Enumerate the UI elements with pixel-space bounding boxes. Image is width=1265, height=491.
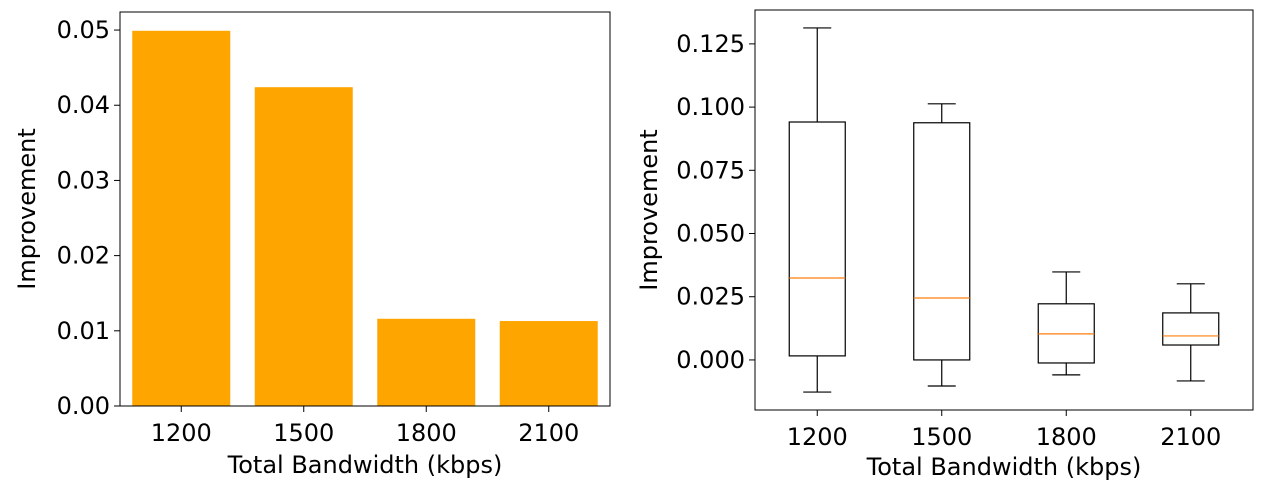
x-tick-label: 2100 bbox=[1160, 423, 1221, 451]
x-tick-label: 1200 bbox=[787, 423, 848, 451]
box-1800 bbox=[1037, 271, 1095, 376]
y-tick-label: 0.02 bbox=[57, 242, 110, 270]
y-tick-label: 0.00 bbox=[57, 392, 110, 420]
x-tick-label: 1800 bbox=[396, 419, 457, 447]
y-tick-label: 0.125 bbox=[676, 30, 745, 58]
iqr-box bbox=[1162, 312, 1220, 346]
x-tick-label: 1500 bbox=[273, 419, 334, 447]
y-tick-label: 0.03 bbox=[57, 166, 110, 194]
x-tick-label: 1500 bbox=[911, 423, 972, 451]
y-tick-label: 0.025 bbox=[676, 283, 745, 311]
y-tick-label: 0.075 bbox=[676, 156, 745, 184]
bar-2100 bbox=[499, 321, 598, 406]
x-tick-label: 1200 bbox=[151, 419, 212, 447]
bar-1800 bbox=[377, 318, 476, 406]
box-1500 bbox=[913, 103, 971, 387]
y-tick-label: 0.04 bbox=[57, 91, 110, 119]
axes-frame bbox=[754, 9, 1254, 411]
iqr-box bbox=[913, 122, 971, 361]
bar-chart: 0.00 0.01 0.02 0.03 0.04 0.05 1200 1500 1800 2100… bbox=[13, 11, 611, 479]
y-tick-label: 0.000 bbox=[676, 346, 745, 374]
box-1200 bbox=[788, 27, 846, 393]
y-tick-label: 0.100 bbox=[676, 93, 745, 121]
x-tick-label: 2100 bbox=[518, 419, 579, 447]
x-axis-label: Total Bandwidth (kbps) bbox=[866, 453, 1142, 481]
axes-frame bbox=[119, 11, 611, 407]
y-tick-label: 0.05 bbox=[57, 16, 110, 44]
iqr-box bbox=[788, 121, 846, 357]
box-plot: 0.000 0.025 0.050 0.075 0.100 0.125 1200 1500 18… bbox=[635, 9, 1254, 481]
x-axis-label: Total Bandwidth (kbps) bbox=[227, 451, 503, 479]
bar-1500 bbox=[254, 87, 353, 406]
y-axis-label: Improvement bbox=[635, 129, 663, 290]
x-tick-label: 1800 bbox=[1036, 423, 1097, 451]
bar-1200 bbox=[132, 30, 231, 407]
y-tick-label: 0.050 bbox=[676, 220, 745, 248]
y-axis-label: Improvement bbox=[13, 128, 41, 289]
y-tick-label: 0.01 bbox=[57, 317, 110, 345]
box-2100 bbox=[1162, 283, 1220, 382]
